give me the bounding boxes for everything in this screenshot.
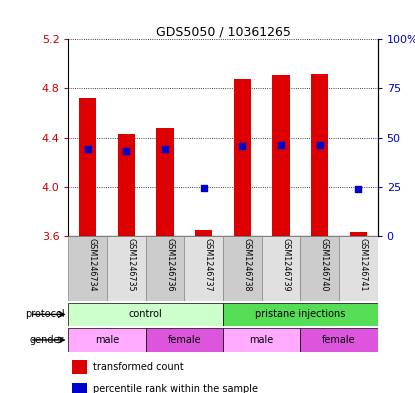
Text: transformed count: transformed count — [93, 362, 184, 371]
Text: male: male — [249, 335, 274, 345]
Bar — [195, 230, 212, 236]
Bar — [184, 236, 223, 301]
Point — [123, 148, 130, 154]
Bar — [339, 236, 378, 301]
Point — [355, 186, 361, 192]
Bar — [300, 328, 378, 352]
Text: GSM1246740: GSM1246740 — [320, 238, 329, 291]
Bar — [68, 236, 107, 301]
Text: female: female — [168, 335, 201, 345]
Text: gender: gender — [30, 335, 64, 345]
Text: GSM1246735: GSM1246735 — [127, 238, 135, 291]
Bar — [146, 236, 184, 301]
Text: GSM1246734: GSM1246734 — [88, 238, 97, 291]
Bar — [223, 303, 378, 326]
Bar — [68, 303, 223, 326]
Bar — [234, 79, 251, 236]
Point — [316, 142, 323, 148]
Bar — [68, 328, 146, 352]
Text: GSM1246741: GSM1246741 — [358, 238, 367, 291]
Text: female: female — [322, 335, 356, 345]
Bar — [311, 74, 328, 236]
Bar — [300, 236, 339, 301]
Bar — [71, 360, 87, 374]
Bar — [262, 236, 300, 301]
Text: GSM1246739: GSM1246739 — [281, 238, 290, 291]
Bar — [349, 232, 367, 236]
Point — [162, 145, 168, 152]
Point — [200, 185, 207, 191]
Text: protocol: protocol — [25, 309, 64, 320]
Point — [278, 142, 284, 148]
Text: male: male — [95, 335, 119, 345]
Text: GSM1246736: GSM1246736 — [165, 238, 174, 291]
Text: GSM1246737: GSM1246737 — [204, 238, 213, 291]
Text: control: control — [129, 309, 163, 320]
Bar — [223, 328, 300, 352]
Bar — [118, 134, 135, 236]
Bar — [107, 236, 146, 301]
Bar — [79, 98, 97, 236]
Point — [239, 143, 246, 149]
Bar — [156, 128, 174, 236]
Bar — [71, 382, 87, 393]
Bar — [272, 75, 290, 236]
Bar — [146, 328, 223, 352]
Title: GDS5050 / 10361265: GDS5050 / 10361265 — [156, 25, 290, 38]
Bar — [223, 236, 262, 301]
Text: percentile rank within the sample: percentile rank within the sample — [93, 384, 258, 393]
Text: pristane injections: pristane injections — [255, 309, 346, 320]
Text: GSM1246738: GSM1246738 — [242, 238, 251, 291]
Point — [85, 145, 91, 152]
